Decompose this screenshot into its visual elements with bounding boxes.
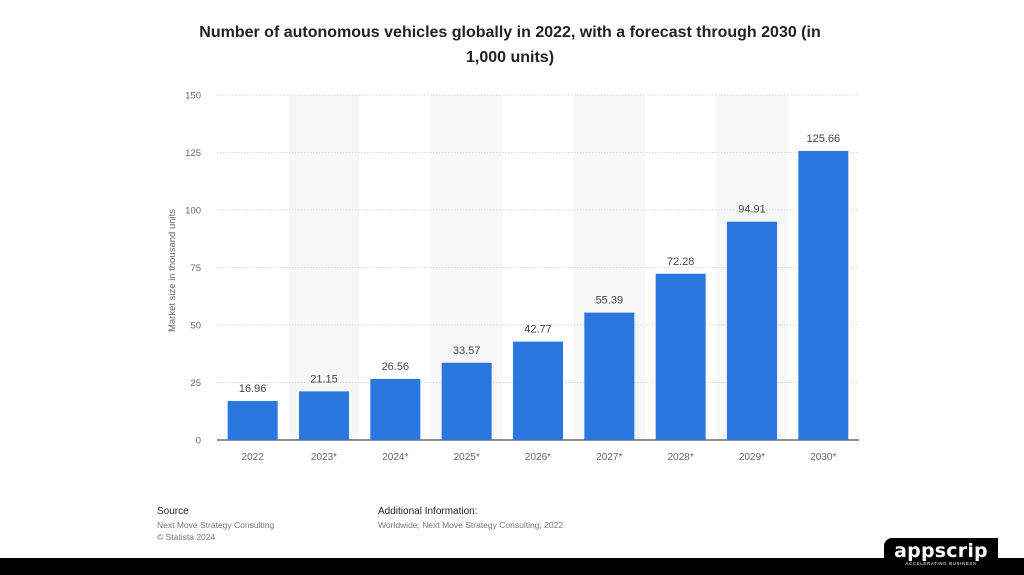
x-tick-label: 2025* [454,452,480,463]
logo-wordmark: appscrip [894,540,988,562]
bar [655,273,706,440]
bar [727,221,777,440]
data-label: 26.56 [382,361,410,373]
additional-info-text: Worldwide; Next Move Strategy Consulting… [378,520,564,530]
y-tick-label: 100 [185,206,201,217]
logo-tagline: ACCELERATING BUSINESS [905,561,977,566]
data-label: 55.39 [596,295,624,307]
bar [584,312,635,440]
x-tick-label: 2026* [525,452,551,463]
y-axis-label: Market size in thousand units [167,209,178,332]
x-tick-label: 2027* [596,452,622,463]
source-label: Source [157,506,189,517]
y-tick-label: 25 [190,378,201,389]
y-tick-label: 0 [196,436,201,447]
x-tick-label: 2024* [382,452,408,463]
data-label: 33.57 [453,345,481,357]
data-label: 94.91 [738,204,766,216]
x-tick-label: 2028* [668,452,694,463]
y-tick-label: 75 [190,263,201,274]
bar-chart: 0 25 50 75 100 125 150 Market size in thousand … [167,91,859,463]
chart-title: Number of autonomous vehicles globally i… [199,24,821,66]
source-line-2: © Statista 2024 [157,532,216,542]
y-tick-label: 50 [190,321,201,332]
bar [441,362,492,440]
data-label: 42.77 [524,324,552,336]
x-tick-label: 2022 [242,452,265,463]
bar [513,341,563,440]
bar [227,400,278,440]
additional-info-label: Additional Information: [378,506,478,517]
x-tick-label: 2030* [810,452,836,463]
bar [299,391,349,440]
bottom-bar [0,558,1024,575]
source-line-1: Next Move Strategy Consulting [157,520,275,530]
x-tick-label: 2029* [739,452,765,463]
data-label: 16.96 [239,383,267,395]
bar [798,150,849,440]
background-band [288,95,360,440]
x-tick-label: 2023* [311,452,337,463]
data-label: 125.66 [807,133,841,145]
data-label: 21.15 [310,373,338,385]
y-tick-label: 125 [185,148,201,159]
data-label: 72.28 [667,256,695,268]
bar [370,378,421,440]
y-tick-label: 150 [185,91,201,102]
appscrip-logo: appscrip ACCELERATING BUSINESS [884,538,998,570]
